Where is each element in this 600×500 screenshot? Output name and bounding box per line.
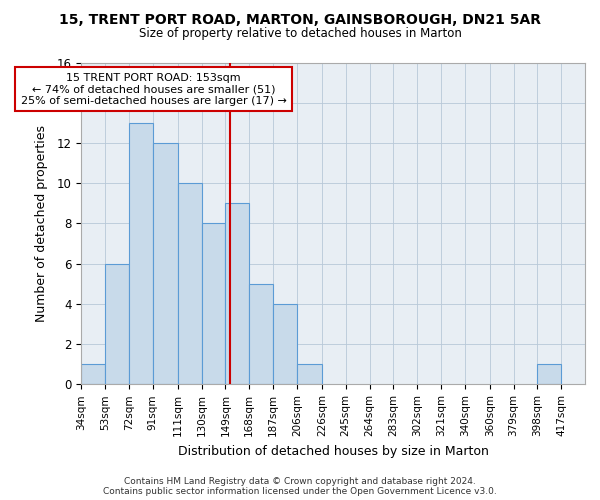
Bar <box>297 364 322 384</box>
Bar <box>538 364 561 384</box>
Bar <box>249 284 273 384</box>
Text: 15 TRENT PORT ROAD: 153sqm
← 74% of detached houses are smaller (51)
25% of semi: 15 TRENT PORT ROAD: 153sqm ← 74% of deta… <box>20 72 286 106</box>
Text: Size of property relative to detached houses in Marton: Size of property relative to detached ho… <box>139 28 461 40</box>
Text: 15, TRENT PORT ROAD, MARTON, GAINSBOROUGH, DN21 5AR: 15, TRENT PORT ROAD, MARTON, GAINSBOROUG… <box>59 12 541 26</box>
Bar <box>153 143 178 384</box>
Bar <box>129 123 153 384</box>
Bar <box>105 264 129 384</box>
Bar <box>226 204 249 384</box>
Bar <box>82 364 105 384</box>
X-axis label: Distribution of detached houses by size in Marton: Distribution of detached houses by size … <box>178 444 488 458</box>
Text: Contains HM Land Registry data © Crown copyright and database right 2024.
Contai: Contains HM Land Registry data © Crown c… <box>103 476 497 496</box>
Y-axis label: Number of detached properties: Number of detached properties <box>35 125 49 322</box>
Bar <box>202 224 226 384</box>
Bar <box>273 304 297 384</box>
Bar <box>178 183 202 384</box>
